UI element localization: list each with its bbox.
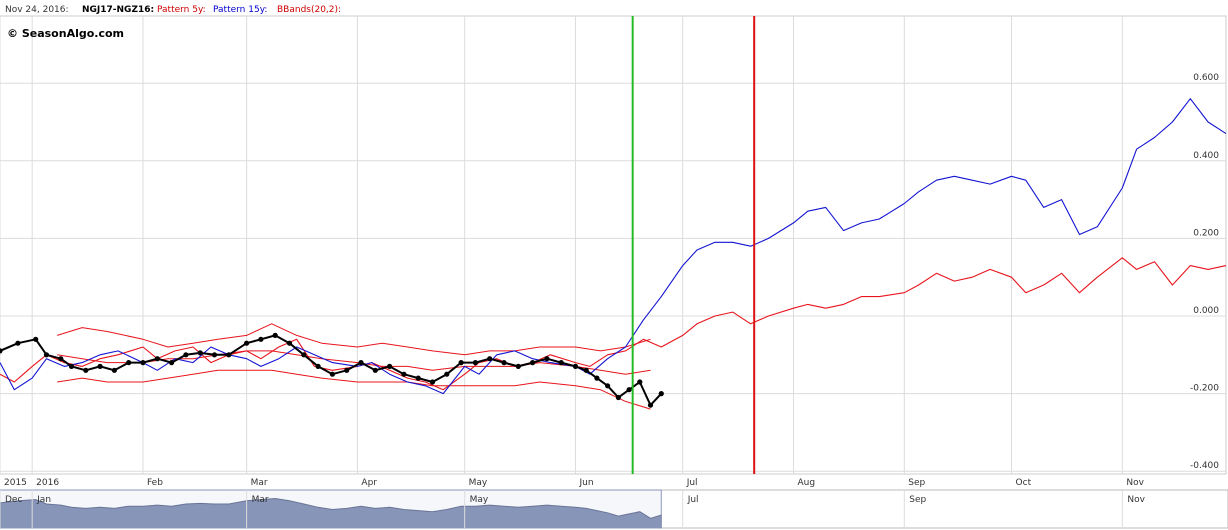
- x-tick-label: May: [469, 478, 488, 488]
- header-legend: Nov 24, 2016: NGJ17-NGZ16: Pattern 5y: P…: [5, 5, 341, 15]
- y-tick-label: -0.200: [1190, 384, 1219, 394]
- header-symbol: NGJ17-NGZ16:: [82, 5, 154, 15]
- price-point: [226, 352, 232, 358]
- price-point: [458, 360, 464, 366]
- price-point: [111, 367, 117, 373]
- price-point: [33, 336, 39, 342]
- y-axis: 0.600 0.400 0.200 0.000 -0.200 -0.400: [1190, 73, 1219, 471]
- x-axis: 2015 2016 Feb Mar Apr May Jun Jul Aug Sep Oct Nov: [4, 478, 1145, 488]
- price-point: [544, 356, 550, 362]
- navigator-label: Jul: [687, 495, 699, 505]
- price-point: [372, 367, 378, 373]
- header-pattern-5y: Pattern 5y:: [157, 5, 206, 15]
- x-tick-label: Oct: [1016, 478, 1032, 488]
- navigator[interactable]: Dec Jan Mar May Jul Sep Nov: [0, 489, 1228, 529]
- price-point: [83, 367, 89, 373]
- price-point: [615, 394, 622, 401]
- price-point: [415, 375, 421, 381]
- price-point: [301, 352, 307, 358]
- y-tick-label: 0.200: [1193, 228, 1219, 238]
- price-point: [97, 363, 103, 369]
- x-tick-label: 2016: [36, 478, 59, 488]
- price-point: [126, 360, 132, 366]
- navigator-labels: Dec Jan Mar May Jul Sep Nov: [0, 490, 1146, 528]
- series-layer: [0, 98, 1227, 410]
- price-point: [183, 352, 189, 358]
- price-point: [605, 383, 611, 389]
- price-point: [401, 371, 407, 377]
- price-point: [647, 402, 654, 408]
- navigator-selected-range[interactable]: [0, 489, 662, 529]
- price-point: [594, 375, 600, 381]
- vertical-markers: [631, 16, 756, 474]
- navigator-label: Sep: [909, 495, 926, 505]
- y-tick-label: -0.400: [1190, 461, 1219, 471]
- navigator-label: Nov: [1127, 495, 1145, 505]
- navigator-label: Jan: [36, 495, 51, 505]
- x-tick-label: Nov: [1126, 478, 1144, 488]
- x-tick-label: 2015: [4, 478, 27, 488]
- price-point: [387, 363, 393, 369]
- price-point: [154, 356, 160, 362]
- price-point: [583, 367, 589, 373]
- price-point: [637, 379, 643, 385]
- x-tick-label: Mar: [251, 478, 268, 488]
- price-point: [68, 363, 75, 369]
- price-point: [487, 356, 493, 362]
- price-point: [329, 371, 335, 377]
- y-tick-label: 0.600: [1193, 73, 1219, 83]
- price-point: [472, 360, 478, 366]
- price-point: [501, 360, 507, 366]
- price-point: [169, 360, 175, 366]
- price-point: [15, 340, 21, 346]
- price-point: [244, 340, 250, 346]
- price-point: [140, 360, 146, 366]
- x-tick-label: Feb: [147, 478, 163, 488]
- price-point: [658, 391, 664, 397]
- x-tick-label: Jul: [686, 478, 698, 488]
- price-point: [315, 363, 321, 369]
- price-point: [344, 367, 350, 373]
- x-tick-label: Apr: [361, 478, 377, 488]
- price-point: [558, 360, 564, 366]
- series-line-pattern15: [0, 98, 1227, 395]
- price-point: [43, 352, 50, 358]
- price-point: [211, 352, 218, 358]
- navigator-label: Mar: [252, 495, 269, 505]
- y-tick-label: 0.400: [1193, 151, 1219, 161]
- navigator-label: Dec: [5, 495, 22, 505]
- price-point: [572, 363, 579, 369]
- x-tick-label: Aug: [798, 478, 816, 488]
- price-point: [0, 348, 3, 354]
- series-line-bb_upper: [57, 323, 651, 356]
- y-tick-label: 0.000: [1193, 306, 1219, 316]
- price-point: [286, 340, 293, 346]
- price-point: [444, 371, 450, 377]
- series-line-bb_lower: [57, 369, 651, 410]
- price-point: [197, 350, 203, 356]
- x-tick-label: Jun: [578, 478, 593, 488]
- plot-area: [0, 15, 1227, 475]
- navigator-range-area: [0, 497, 662, 529]
- x-tick-label: Sep: [908, 478, 925, 488]
- navigator-label: May: [470, 495, 489, 505]
- price-point: [429, 379, 436, 385]
- price-point: [58, 356, 64, 362]
- price-point: [515, 363, 521, 369]
- price-point: [530, 360, 536, 366]
- grid: [0, 16, 1226, 474]
- price-point: [258, 336, 264, 342]
- price-point: [626, 387, 632, 393]
- header-date: Nov 24, 2016:: [5, 5, 69, 15]
- price-point: [358, 360, 364, 366]
- header-bbands: BBands(20,2):: [277, 5, 341, 15]
- watermark: © SeasonAlgo.com: [7, 27, 124, 40]
- price-point: [272, 332, 278, 338]
- header-pattern-15y: Pattern 15y:: [213, 5, 267, 15]
